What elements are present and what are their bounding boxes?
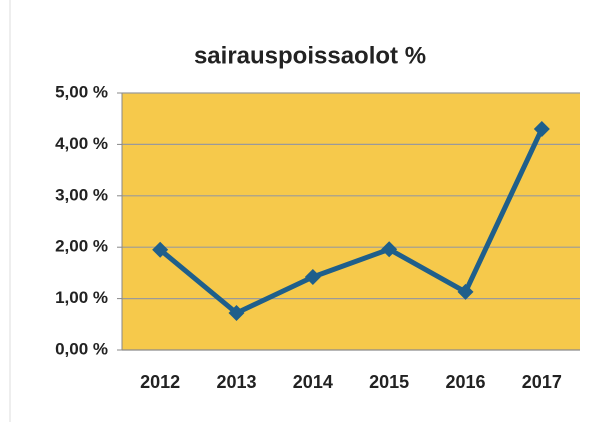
line [158,127,545,316]
marker [152,241,169,258]
y-tick-label: 5,00 % [55,82,108,101]
x-tick-label: 2014 [293,372,333,392]
y-tick-label: 2,00 % [55,237,108,256]
marker [381,241,398,258]
plot-area [122,93,580,350]
x-tick-label: 2012 [140,372,180,392]
x-tick-label: 2015 [369,372,409,392]
marker [533,120,550,137]
x-tick-label: 2013 [216,372,256,392]
marker [304,269,321,286]
x-tick-label: 2017 [522,372,562,392]
x-tick-label: 2016 [445,372,485,392]
marker [228,304,245,321]
chart-title: sairauspoissaolot % [194,42,426,69]
y-tick-label: 4,00 % [55,134,108,153]
marker [457,283,474,300]
y-tick-label: 0,00 % [55,339,108,358]
y-tick-label: 1,00 % [55,288,108,307]
y-tick-label: 3,00 % [55,185,108,204]
